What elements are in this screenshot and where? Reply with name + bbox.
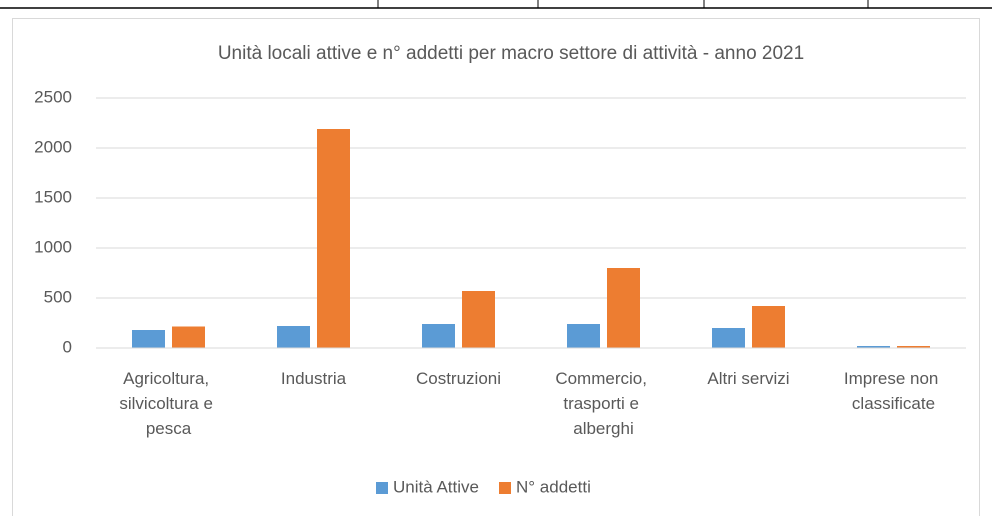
bar [752,306,785,348]
y-tick-label: 2500 [34,87,72,106]
y-tick-label: 1000 [34,237,72,256]
y-tick-label: 2000 [34,137,72,156]
x-tick-label: Imprese non classificate [844,369,943,413]
bar [422,324,455,348]
x-tick-label: Altri servizi [707,369,789,388]
legend-swatch [376,482,388,494]
bar [317,129,350,348]
x-tick-label: Costruzioni [416,369,501,388]
legend-swatch [499,482,511,494]
y-tick-label: 0 [63,337,72,356]
bar [712,328,745,348]
bar [462,291,495,348]
x-tick-label: Industria [281,369,347,388]
legend-label: Unità Attive [393,477,479,496]
x-tick-label: Commercio, trasporti e alberghi [555,369,651,438]
x-tick-label: Agricoltura, silvicoltura e pesca [119,369,217,438]
bar [172,326,205,348]
bar [567,324,600,348]
bar [857,346,890,348]
bar [132,330,165,348]
bar [277,326,310,348]
bar [607,268,640,348]
chart-title: Unità locali attive e n° addetti per mac… [218,43,804,64]
y-tick-label: 500 [44,287,72,306]
legend-label: N° addetti [516,477,591,496]
y-tick-label: 1500 [34,187,72,206]
bar [897,346,930,348]
chart-frame [12,18,980,516]
